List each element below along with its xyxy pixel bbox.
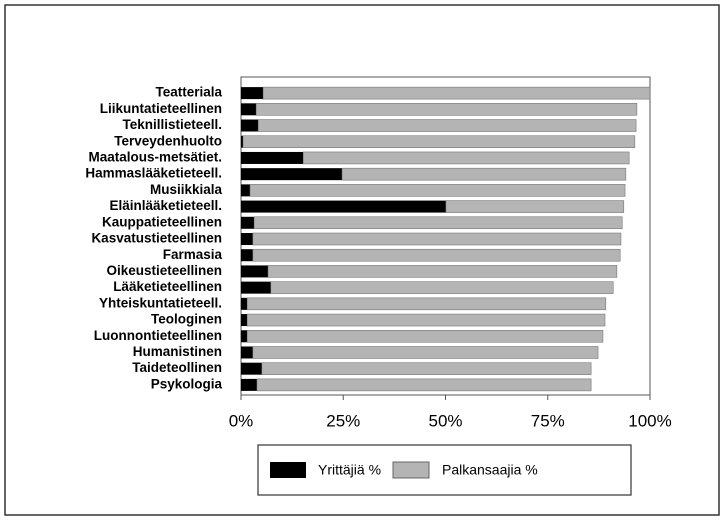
y-tick-label: Teologinen xyxy=(151,312,222,327)
y-tick-label: Kasvatustieteellinen xyxy=(91,231,222,246)
y-tick-label: Psykologia xyxy=(151,376,223,391)
bar-segment xyxy=(242,135,636,148)
bar-segment xyxy=(241,119,259,132)
bar-segment xyxy=(241,216,255,229)
bar-segment xyxy=(241,151,304,164)
bar-segment xyxy=(302,151,630,165)
bar-segment xyxy=(270,281,614,294)
y-tick-label: Kauppatieteellinen xyxy=(102,214,222,229)
bar-segment xyxy=(241,378,257,391)
bar-segment xyxy=(241,103,257,116)
bar-segment xyxy=(261,362,592,375)
y-tick-label: Teknillistieteell. xyxy=(122,117,222,132)
y-tick-label: Musiikkiala xyxy=(150,182,223,197)
y-tick-label: Farmasia xyxy=(163,247,223,262)
bar-segment xyxy=(241,184,250,197)
bar-segment xyxy=(241,362,262,375)
legend-label: Yrittäjiä % xyxy=(318,462,381,478)
bar-segment xyxy=(246,297,607,311)
bar-segment xyxy=(252,248,621,262)
x-tick-label: 50% xyxy=(428,411,462,430)
bar-segment xyxy=(241,233,253,245)
bar-segment xyxy=(253,216,623,230)
y-tick-label: Lääketieteellinen xyxy=(113,279,222,294)
bar-segment xyxy=(249,184,626,197)
legend-box xyxy=(257,444,632,496)
bar-segment xyxy=(241,297,248,310)
bar-segment xyxy=(241,314,248,327)
bar-segment xyxy=(262,86,651,100)
bar-segment xyxy=(246,330,604,343)
x-tick-label: 25% xyxy=(326,411,360,430)
y-tick-label: Hammaslääketieteell. xyxy=(85,166,222,181)
bar-segment xyxy=(241,135,244,148)
y-tick-label: Yhteiskuntatieteell. xyxy=(99,295,222,310)
bar-segment xyxy=(241,168,343,181)
bar-segment xyxy=(241,346,253,359)
y-tick-label: Eläinlääketieteell. xyxy=(109,198,222,213)
legend-label: Palkansaajia % xyxy=(442,462,538,478)
y-tick-label: Luonnontieteellinen xyxy=(94,328,222,343)
bar-segment xyxy=(252,232,622,246)
bar-segment xyxy=(246,313,606,327)
bar-segment xyxy=(241,249,253,262)
bar-segment xyxy=(241,200,446,213)
x-tick-label: 0% xyxy=(229,411,254,430)
y-tick-label: Teatteriala xyxy=(155,85,222,100)
bar-segment xyxy=(252,346,599,359)
bar-segment xyxy=(267,265,618,278)
bar-segment xyxy=(241,87,264,100)
frame xyxy=(4,4,720,516)
bar-segment xyxy=(241,281,271,294)
y-tick-label: Humanistinen xyxy=(133,344,222,359)
x-tick-label: 100% xyxy=(628,411,671,430)
legend-swatch xyxy=(270,462,306,478)
bar-segment xyxy=(257,119,637,132)
bar-segment xyxy=(241,330,248,343)
bar-segment xyxy=(341,167,627,181)
y-tick-label: Terveydenhuolto xyxy=(114,133,222,148)
y-tick-label: Liikuntatieteellinen xyxy=(100,101,222,116)
legend-swatch xyxy=(392,461,430,479)
bar-segment xyxy=(241,265,268,278)
x-tick-label: 75% xyxy=(531,411,565,430)
bar-segment xyxy=(256,378,592,392)
y-tick-label: Oikeustieteellinen xyxy=(106,263,222,278)
y-tick-label: Maatalous-metsätiet. xyxy=(88,150,222,165)
bar-segment xyxy=(255,103,638,116)
y-tick-label: Taideteollinen xyxy=(132,360,222,375)
bar-segment xyxy=(445,200,625,213)
